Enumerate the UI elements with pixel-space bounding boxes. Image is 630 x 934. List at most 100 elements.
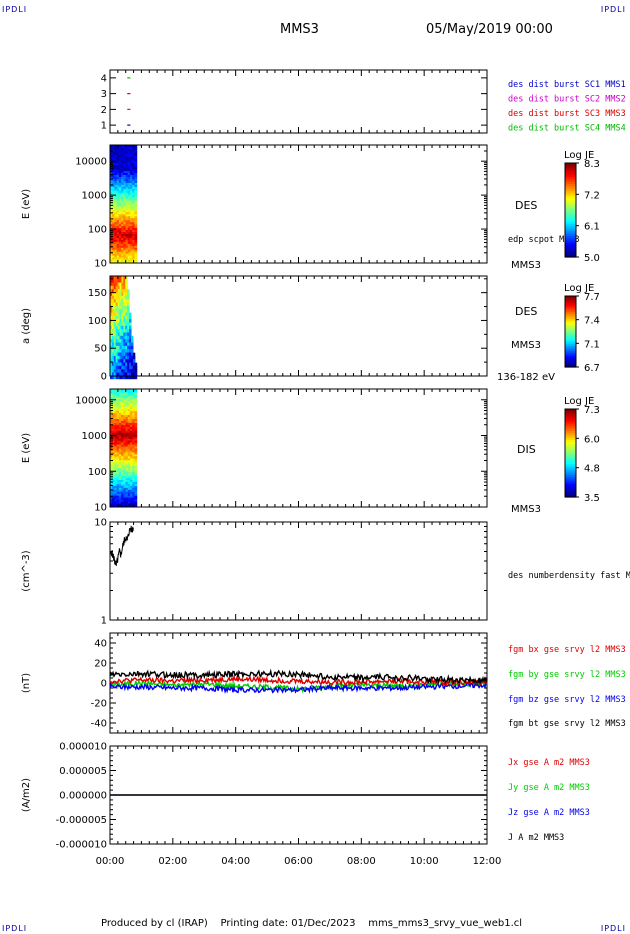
des-energy-heatmap-cell <box>116 168 120 172</box>
dis-energy-heatmap-cell <box>116 428 120 431</box>
dis-energy-heatmap-cell <box>118 404 122 408</box>
des-energy-heatmap-cell <box>116 164 120 168</box>
des-energy-heatmap-cell <box>116 154 120 158</box>
dis-energy-heatmap-cell <box>114 390 118 394</box>
dis-energy-heatmap-cell <box>132 479 135 482</box>
des-energy-colorbar-segment <box>565 193 576 197</box>
des-energy-heatmap-cell <box>110 255 113 258</box>
dis-energy-heatmap-cell <box>116 493 120 496</box>
des-energy-heatmap-cell <box>116 255 120 258</box>
des-energy-heatmap-cell <box>127 170 131 174</box>
des-pitch-colorbar-segment <box>565 320 576 324</box>
des-energy-heatmap-cell <box>125 255 129 258</box>
des-energy-heatmap-cell <box>114 148 118 152</box>
dis-energy-heatmap-cell <box>134 390 138 394</box>
des-energy-heatmap-cell <box>123 231 127 234</box>
dis-energy-colorbar-segment <box>565 464 576 467</box>
dis-energy-heatmap-cell <box>116 410 120 414</box>
des-energy-heatmap-cell <box>118 200 122 203</box>
des-pitch-heatmap-cell <box>113 339 117 346</box>
des-pitch-heatmap-cell <box>117 359 121 366</box>
dis-energy-heatmap-cell <box>116 390 120 394</box>
des-energy-heatmap-cell <box>121 253 124 256</box>
des-energy-heatmap-cell <box>114 243 118 246</box>
des-pitch-heatmap-cell <box>132 356 136 363</box>
des-energy-heatmap-cell <box>118 237 122 240</box>
des-pitch-frame <box>109 275 488 377</box>
dis-energy-heatmap-cell <box>118 497 122 500</box>
dis-energy-heatmap-cell <box>132 394 135 398</box>
des-energy-heatmap-cell <box>125 227 129 231</box>
des-pitch-heatmap-cell <box>129 356 132 363</box>
dis-energy-heatmap-cell <box>134 469 138 473</box>
dis-energy-heatmap-cell <box>130 459 133 463</box>
des-pitch-heatmap-cell <box>119 296 122 303</box>
des-energy-heatmap-cell <box>127 152 131 156</box>
dis-energy-heatmap-cell <box>121 499 124 502</box>
des-pitch-heatmap-cell <box>113 309 117 316</box>
dis-energy-heatmap-cell <box>110 400 113 404</box>
des-energy-heatmap-cell <box>114 261 118 264</box>
des-energy-ytick-label: 10000 <box>75 157 107 168</box>
dis-energy-heatmap-cell <box>127 389 131 392</box>
des-energy-heatmap-cell <box>127 180 131 183</box>
dis-energy-heatmap-cell <box>132 440 135 443</box>
dis-energy-heatmap-cell <box>132 473 135 477</box>
dis-energy-heatmap-cell <box>132 436 135 439</box>
dis-energy-heatmap-cell <box>132 410 135 414</box>
dis-energy-colorbar-segment <box>565 433 576 436</box>
dis-energy-heatmap-cell <box>130 485 133 488</box>
des-pitch-colorbar-segment <box>565 304 576 308</box>
dis-energy-heatmap-cell <box>118 438 122 441</box>
dis-energy-heatmap-cell <box>134 449 138 453</box>
des-energy-heatmap-cell <box>110 156 113 160</box>
des-pitch-heatmap-cell <box>127 312 130 320</box>
des-energy-heatmap-cell <box>114 202 118 205</box>
des-pitch-heatmap-cell <box>123 292 126 300</box>
des-pitch-heatmap-cell <box>119 366 122 373</box>
des-energy-heatmap-cell <box>121 237 124 240</box>
des-pitch-heatmap-cell <box>129 322 132 330</box>
dis-energy-heatmap-cell <box>123 404 127 408</box>
des-pitch-colorbar-frame <box>564 295 577 368</box>
dis-energy-heatmap-cell <box>121 432 124 435</box>
dis-energy-heatmap-cell <box>123 444 127 447</box>
dis-energy-heatmap-cell <box>127 438 131 441</box>
des-energy-heatmap-cell <box>121 217 124 221</box>
dis-energy-heatmap-cell <box>132 414 135 418</box>
dis-energy-heatmap-cell <box>123 389 127 392</box>
dis-energy-heatmap-cell <box>121 412 124 416</box>
des-energy-heatmap-cell <box>127 211 131 215</box>
des-pitch-heatmap-cell <box>111 326 115 333</box>
dis-energy-heatmap-cell <box>116 477 120 480</box>
des-energy-heatmap-cell <box>130 190 133 193</box>
dis-energy-heatmap-cell <box>132 418 135 421</box>
des-pitch-heatmap-cell <box>119 276 122 283</box>
des-energy-heatmap-cell <box>118 205 122 209</box>
current-ytick-label: -0.000010 <box>56 840 107 851</box>
des-energy-heatmap-cell <box>132 194 135 197</box>
dis-energy-heatmap-cell <box>118 418 122 421</box>
des-pitch-heatmap-cell <box>113 299 117 306</box>
des-energy-heatmap-cell <box>114 200 118 203</box>
des-energy-heatmap-cell <box>123 166 127 170</box>
dis-energy-heatmap-cell <box>116 392 120 396</box>
dis-energy-colorbar-segment <box>565 470 576 474</box>
dis-energy-heatmap-cell <box>134 412 138 416</box>
dis-energy-heatmap-cell <box>132 392 135 396</box>
des-energy-heatmap-cell <box>127 247 131 250</box>
density-legend: des numberdensity fast MMS3 <box>508 571 630 581</box>
des-energy-heatmap-cell <box>118 146 122 150</box>
dis-energy-heatmap-cell <box>127 418 131 421</box>
des-energy-heatmap-cell <box>130 146 133 150</box>
dis-energy-heatmap-cell <box>125 420 129 423</box>
des-pitch-heatmap-cell <box>110 322 113 330</box>
dis-energy-heatmap-cell <box>127 461 131 465</box>
des-pitch-heatmap-cell <box>123 296 126 303</box>
dis-energy-heatmap-cell <box>112 446 115 449</box>
des-pitch-heatmap-cell <box>121 356 124 363</box>
des-pitch-heatmap-cell <box>113 286 117 293</box>
des-energy-heatmap-cell <box>110 249 113 252</box>
des-pitch-heatmap-cell <box>119 312 122 320</box>
dis-energy-heatmap-cell <box>114 416 118 419</box>
